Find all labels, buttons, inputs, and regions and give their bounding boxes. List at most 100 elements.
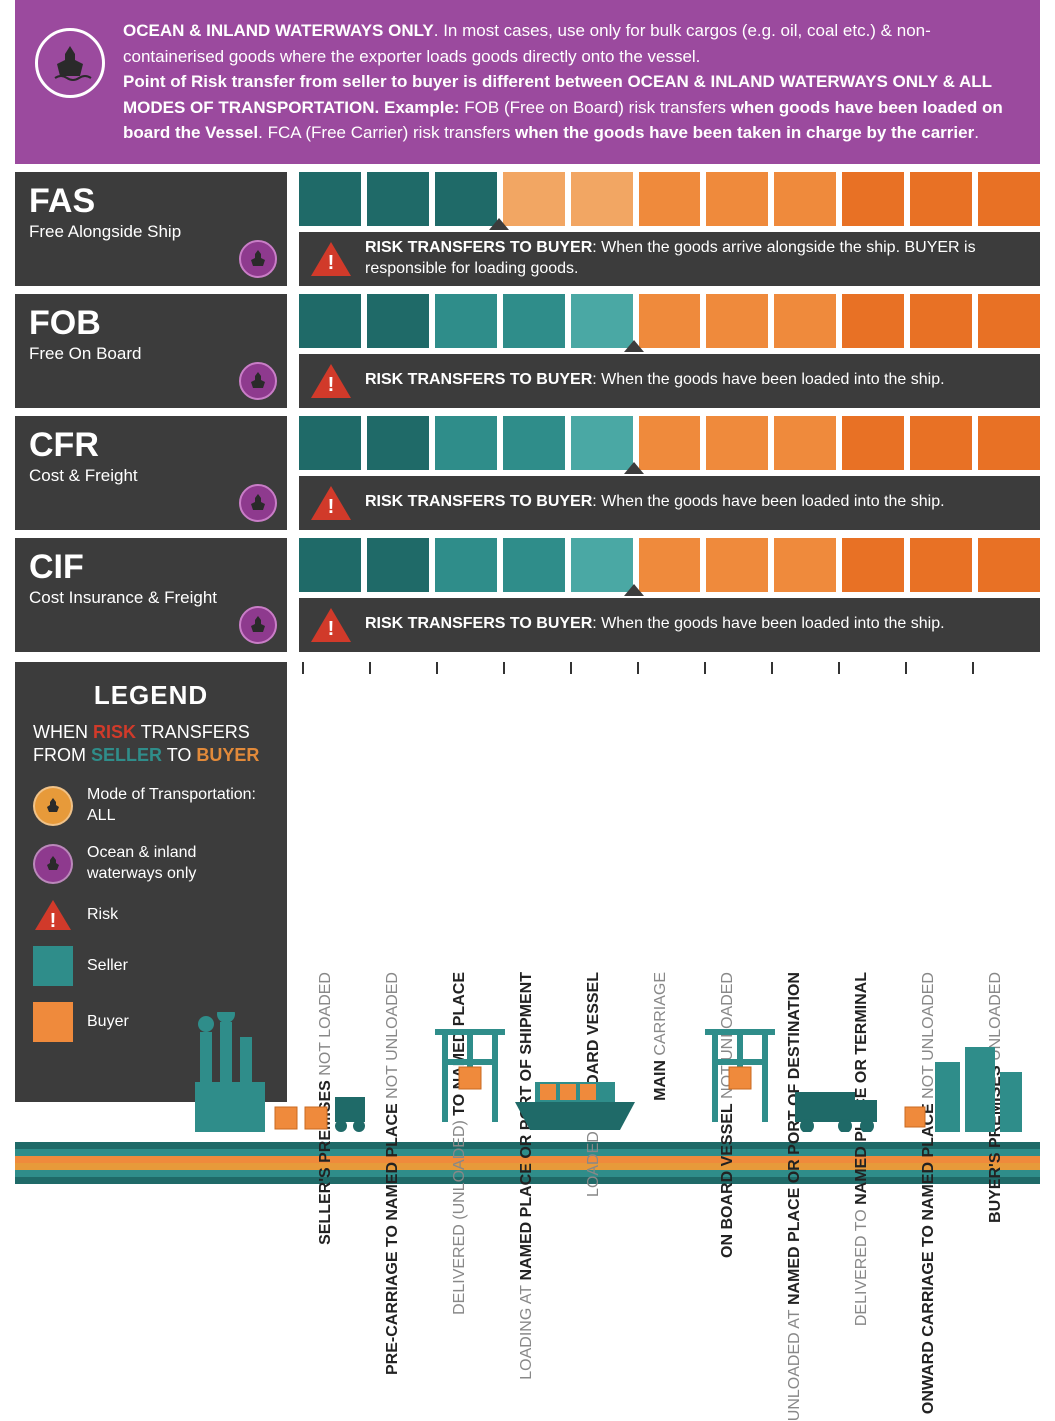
risk-square — [299, 294, 361, 348]
risk-square — [978, 172, 1040, 226]
risk-square — [774, 172, 836, 226]
ship-badge-icon — [239, 606, 277, 644]
term-code: CIF — [29, 550, 273, 584]
transition-marker — [624, 584, 644, 596]
legend-item: Ocean & inland waterways only — [33, 843, 269, 885]
risk-square — [435, 538, 497, 592]
term-name: Cost Insurance & Freight — [29, 588, 273, 608]
risk-square — [639, 172, 701, 226]
term-code: FAS — [29, 184, 273, 218]
header-title: OCEAN & INLAND WATERWAYS ONLY — [123, 21, 434, 40]
legend-triangle-icon — [33, 900, 73, 930]
legend-circle-icon — [33, 844, 73, 884]
risk-description: RISK TRANSFERS TO BUYER: When the goods … — [299, 598, 1040, 652]
risk-squares — [299, 294, 1040, 348]
risk-square — [503, 294, 565, 348]
risk-square — [571, 172, 633, 226]
risk-title: RISK TRANSFERS TO BUYER — [365, 239, 592, 256]
risk-title: RISK TRANSFERS TO BUYER — [365, 493, 592, 510]
risk-square — [842, 172, 904, 226]
ship-icon — [35, 28, 105, 98]
risk-square — [367, 294, 429, 348]
risk-square — [639, 416, 701, 470]
risk-square — [503, 416, 565, 470]
risk-square — [367, 172, 429, 226]
legend-label: Seller — [87, 956, 128, 977]
supply-chain-illustration — [15, 1012, 1040, 1132]
term-row-fas: FAS Free Alongside Ship RISK TRANSFERS TO … — [15, 172, 1040, 286]
risk-square — [367, 538, 429, 592]
risk-square — [639, 538, 701, 592]
risk-detail: : When the goods have been loaded into t… — [592, 615, 944, 632]
infographic-container: OCEAN & INLAND WATERWAYS ONLY. In most c… — [0, 0, 1055, 1192]
ship-badge-icon — [239, 484, 277, 522]
risk-description: RISK TRANSFERS TO BUYER: When the goods … — [299, 232, 1040, 286]
term-row-fob: FOBFree On BoardRISK TRANSFERS TO BUYER:… — [15, 294, 1040, 408]
legend-item: Risk — [33, 900, 269, 930]
term-label: CFR Cost & Freight — [15, 416, 287, 530]
risk-title: RISK TRANSFERS TO BUYER — [365, 615, 592, 632]
risk-square — [774, 294, 836, 348]
term-content: RISK TRANSFERS TO BUYER: When the goods … — [299, 538, 1040, 652]
risk-squares — [299, 538, 1040, 592]
header-banner: OCEAN & INLAND WATERWAYS ONLY. In most c… — [15, 0, 1040, 164]
ship-badge-icon — [239, 240, 277, 278]
term-label: CIF Cost Insurance & Freight — [15, 538, 287, 652]
risk-square — [978, 416, 1040, 470]
risk-square — [842, 416, 904, 470]
term-name: Cost & Freight — [29, 466, 273, 486]
risk-square — [978, 294, 1040, 348]
risk-square — [910, 294, 972, 348]
risk-square — [299, 416, 361, 470]
risk-squares — [299, 172, 1040, 226]
legend-label: Ocean & inland waterways only — [87, 843, 269, 885]
legend-label: Mode of Transportation: ALL — [87, 785, 269, 827]
risk-detail: : When the goods have been loaded into t… — [592, 371, 944, 388]
term-content: RISK TRANSFERS TO BUYER: When the goods … — [299, 172, 1040, 286]
legend-items: Mode of Transportation: ALL Ocean & inlan… — [33, 785, 269, 1042]
risk-square — [503, 172, 565, 226]
risk-square — [774, 416, 836, 470]
legend-square-icon — [33, 946, 73, 986]
transition-marker — [489, 218, 509, 230]
term-name: Free Alongside Ship — [29, 222, 273, 242]
term-label: FOBFree On Board — [15, 294, 287, 408]
term-content: RISK TRANSFERS TO BUYER: When the goods … — [299, 416, 1040, 530]
legend-label: Risk — [87, 905, 118, 926]
warning-icon — [311, 486, 351, 520]
illustration-strip — [15, 1012, 1040, 1142]
risk-square — [435, 416, 497, 470]
risk-square — [706, 294, 768, 348]
risk-square — [706, 172, 768, 226]
risk-square — [910, 416, 972, 470]
risk-square — [435, 172, 497, 226]
risk-description: RISK TRANSFERS TO BUYER: When the goods … — [299, 476, 1040, 530]
risk-square — [842, 294, 904, 348]
risk-description: RISK TRANSFERS TO BUYER: When the goods … — [299, 354, 1040, 408]
terms-list: FAS Free Alongside Ship RISK TRANSFERS TO … — [15, 172, 1040, 652]
transition-marker — [624, 462, 644, 474]
risk-squares — [299, 416, 1040, 470]
risk-square — [299, 172, 361, 226]
risk-square — [639, 294, 701, 348]
risk-square — [299, 538, 361, 592]
risk-square — [367, 416, 429, 470]
risk-square — [774, 538, 836, 592]
warning-icon — [311, 242, 351, 276]
term-row-cfr: CFR Cost & Freight RISK TRANSFERS TO BUYER… — [15, 416, 1040, 530]
risk-square — [435, 294, 497, 348]
warning-icon — [311, 364, 351, 398]
risk-square — [706, 538, 768, 592]
term-label: FAS Free Alongside Ship — [15, 172, 287, 286]
term-content: RISK TRANSFERS TO BUYER: When the goods … — [299, 294, 1040, 408]
term-name: Free On Board — [29, 344, 273, 364]
legend-item: Mode of Transportation: ALL — [33, 785, 269, 827]
term-code: CFR — [29, 428, 273, 462]
legend-title: LEGEND — [33, 680, 269, 711]
risk-square — [706, 416, 768, 470]
legend-item: Seller — [33, 946, 269, 986]
risk-square — [910, 172, 972, 226]
term-row-cif: CIF Cost Insurance & Freight RISK TRANSFER… — [15, 538, 1040, 652]
legend-circle-icon — [33, 786, 73, 826]
risk-title: RISK TRANSFERS TO BUYER — [365, 371, 592, 388]
